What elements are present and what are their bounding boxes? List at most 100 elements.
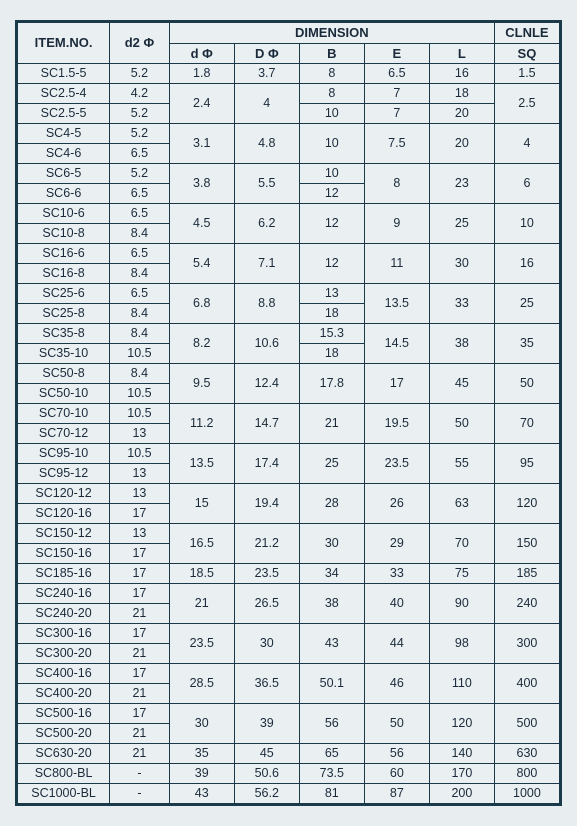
table-row: SC10-66.54.56.21292510 xyxy=(18,204,560,224)
cell-item: SC400-20 xyxy=(18,684,110,704)
cell-d: 18.5 xyxy=(169,564,234,584)
cell-d2: - xyxy=(110,764,170,784)
cell-sq: 1000 xyxy=(494,784,559,804)
cell-B: 17.8 xyxy=(299,364,364,404)
cell-d: 11.2 xyxy=(169,404,234,444)
cell-E: 7.5 xyxy=(364,124,429,164)
cell-item: SC120-16 xyxy=(18,504,110,524)
cell-D: 6.2 xyxy=(234,204,299,244)
spec-sheet: ITEM.NO. d2 Φ DIMENSION CLNLE d Φ D Φ B … xyxy=(15,20,562,806)
cell-D: 4 xyxy=(234,84,299,124)
cell-item: SC500-16 xyxy=(18,704,110,724)
cell-d: 30 xyxy=(169,704,234,744)
cell-B: 13 xyxy=(299,284,364,304)
cell-item: SC10-8 xyxy=(18,224,110,244)
cell-d: 43 xyxy=(169,784,234,804)
table-row: SC1.5-55.21.83.786.5161.5 xyxy=(18,64,560,84)
cell-D: 36.5 xyxy=(234,664,299,704)
cell-sq: 400 xyxy=(494,664,559,704)
cell-sq: 25 xyxy=(494,284,559,324)
table-body: SC1.5-55.21.83.786.5161.5SC2.5-44.22.448… xyxy=(18,64,560,804)
table-row: SC630-202135456556140630 xyxy=(18,744,560,764)
cell-item: SC35-8 xyxy=(18,324,110,344)
cell-d: 15 xyxy=(169,484,234,524)
cell-d2: 5.2 xyxy=(110,64,170,84)
cell-B: 12 xyxy=(299,204,364,244)
table-row: SC120-12131519.4282663120 xyxy=(18,484,560,504)
cell-B: 18 xyxy=(299,304,364,324)
cell-E: 17 xyxy=(364,364,429,404)
cell-d: 5.4 xyxy=(169,244,234,284)
cell-D: 56.2 xyxy=(234,784,299,804)
table-row: SC16-66.55.47.112113016 xyxy=(18,244,560,264)
cell-E: 9 xyxy=(364,204,429,244)
table-header: ITEM.NO. d2 Φ DIMENSION CLNLE d Φ D Φ B … xyxy=(18,23,560,64)
cell-d: 21 xyxy=(169,584,234,624)
cell-D: 39 xyxy=(234,704,299,744)
cell-sq: 95 xyxy=(494,444,559,484)
cell-B: 30 xyxy=(299,524,364,564)
cell-d2: 10.5 xyxy=(110,344,170,364)
cell-d2: 10.5 xyxy=(110,384,170,404)
cell-L: 140 xyxy=(429,744,494,764)
cell-item: SC2.5-4 xyxy=(18,84,110,104)
cell-D: 14.7 xyxy=(234,404,299,444)
cell-L: 16 xyxy=(429,64,494,84)
header-B: B xyxy=(299,43,364,64)
cell-sq: 120 xyxy=(494,484,559,524)
cell-sq: 1.5 xyxy=(494,64,559,84)
cell-B: 10 xyxy=(299,124,364,164)
cell-d2: 6.5 xyxy=(110,244,170,264)
cell-item: SC95-12 xyxy=(18,464,110,484)
header-item: ITEM.NO. xyxy=(18,23,110,64)
cell-B: 25 xyxy=(299,444,364,484)
table-row: SC35-88.48.210.615.314.53835 xyxy=(18,324,560,344)
cell-B: 28 xyxy=(299,484,364,524)
cell-item: SC240-16 xyxy=(18,584,110,604)
cell-d2: 6.5 xyxy=(110,144,170,164)
cell-d2: 21 xyxy=(110,684,170,704)
cell-E: 44 xyxy=(364,624,429,664)
cell-D: 50.6 xyxy=(234,764,299,784)
cell-L: 120 xyxy=(429,704,494,744)
cell-d: 4.5 xyxy=(169,204,234,244)
cell-item: SC150-16 xyxy=(18,544,110,564)
cell-L: 23 xyxy=(429,164,494,204)
cell-sq: 16 xyxy=(494,244,559,284)
cell-L: 200 xyxy=(429,784,494,804)
cell-sq: 70 xyxy=(494,404,559,444)
table-row: SC500-161730395650120500 xyxy=(18,704,560,724)
cell-D: 10.6 xyxy=(234,324,299,364)
cell-L: 30 xyxy=(429,244,494,284)
cell-d: 1.8 xyxy=(169,64,234,84)
cell-item: SC4-6 xyxy=(18,144,110,164)
cell-d2: 4.2 xyxy=(110,84,170,104)
cell-item: SC25-8 xyxy=(18,304,110,324)
cell-D: 3.7 xyxy=(234,64,299,84)
cell-item: SC6-5 xyxy=(18,164,110,184)
cell-d2: 17 xyxy=(110,584,170,604)
cell-E: 56 xyxy=(364,744,429,764)
cell-B: 12 xyxy=(299,184,364,204)
cell-sq: 4 xyxy=(494,124,559,164)
cell-L: 25 xyxy=(429,204,494,244)
cell-E: 19.5 xyxy=(364,404,429,444)
cell-D: 5.5 xyxy=(234,164,299,204)
cell-item: SC16-6 xyxy=(18,244,110,264)
cell-d2: 10.5 xyxy=(110,444,170,464)
cell-L: 110 xyxy=(429,664,494,704)
table-row: SC2.5-44.22.4487182.5 xyxy=(18,84,560,104)
header-d: d Φ xyxy=(169,43,234,64)
cell-E: 50 xyxy=(364,704,429,744)
cell-d2: 8.4 xyxy=(110,224,170,244)
table-row: SC400-161728.536.550.146110400 xyxy=(18,664,560,684)
cell-d: 16.5 xyxy=(169,524,234,564)
cell-d2: 17 xyxy=(110,504,170,524)
cell-B: 10 xyxy=(299,104,364,124)
cell-B: 65 xyxy=(299,744,364,764)
cell-L: 70 xyxy=(429,524,494,564)
cell-E: 33 xyxy=(364,564,429,584)
cell-item: SC120-12 xyxy=(18,484,110,504)
header-E: E xyxy=(364,43,429,64)
cell-E: 40 xyxy=(364,584,429,624)
